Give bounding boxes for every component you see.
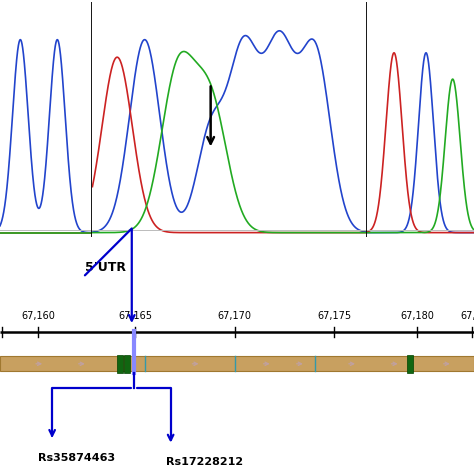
Text: Rs35874463: Rs35874463 <box>38 453 115 463</box>
Text: 67,170: 67,170 <box>218 311 252 321</box>
Text: 5'UTR: 5'UTR <box>85 261 126 274</box>
Text: 67,165: 67,165 <box>118 311 152 321</box>
Bar <box>124 355 130 373</box>
Bar <box>407 355 413 373</box>
Text: 67,160: 67,160 <box>21 311 55 321</box>
Text: 67,1: 67,1 <box>461 311 474 321</box>
Bar <box>0 356 474 372</box>
Text: 67,175: 67,175 <box>317 311 351 321</box>
Text: Rs17228212: Rs17228212 <box>166 457 243 467</box>
Bar <box>117 355 123 373</box>
Text: 67,180: 67,180 <box>400 311 434 321</box>
